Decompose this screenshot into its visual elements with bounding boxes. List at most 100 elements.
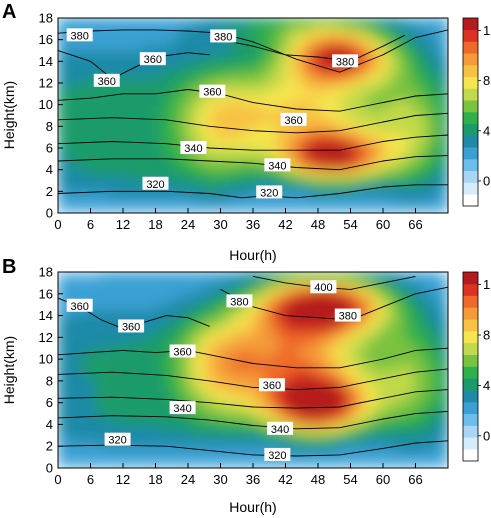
field-cell — [268, 402, 276, 409]
field-cell — [149, 201, 156, 209]
field-cell — [117, 120, 124, 127]
field-cell — [404, 98, 411, 106]
field-cell — [73, 315, 81, 322]
field-cell — [117, 456, 124, 464]
field-cell — [274, 39, 281, 46]
field-cell — [279, 331, 286, 338]
field-cell — [176, 98, 184, 106]
field-cell — [198, 423, 205, 431]
field-cell — [393, 298, 400, 306]
field-cell — [350, 50, 357, 57]
field-cell — [133, 33, 140, 41]
field-cell — [301, 131, 308, 138]
field-cell — [106, 174, 113, 181]
field-cell — [387, 358, 395, 366]
field-cell — [268, 120, 276, 127]
field-cell — [274, 320, 281, 327]
field-cell — [171, 374, 178, 382]
field-cell — [301, 22, 308, 30]
field-cell — [290, 402, 297, 409]
field-cell — [62, 87, 70, 95]
field-cell — [295, 462, 303, 468]
field-cell — [165, 120, 173, 127]
field-cell — [322, 50, 330, 57]
field-cell — [160, 440, 167, 447]
field-cell — [165, 380, 173, 387]
field-cell — [138, 44, 146, 51]
field-cell — [84, 451, 91, 458]
field-cell — [290, 445, 297, 453]
field-cell — [73, 18, 81, 24]
field-cell — [295, 369, 303, 376]
field-cell — [160, 142, 167, 149]
field-cell — [425, 158, 433, 165]
field-cell — [322, 298, 330, 306]
field-cell — [182, 55, 189, 62]
field-cell — [68, 385, 75, 393]
field-cell — [268, 66, 276, 73]
field-cell — [398, 39, 406, 46]
field-cell — [252, 315, 259, 322]
field-cell — [355, 142, 362, 149]
field-cell — [263, 325, 270, 333]
field-cell — [371, 109, 379, 116]
field-cell — [203, 50, 211, 57]
field-cell — [360, 169, 368, 176]
field-cell — [127, 18, 135, 24]
field-cell — [393, 304, 400, 311]
field-cell — [333, 402, 341, 409]
field-cell — [301, 196, 308, 203]
field-cell — [247, 190, 254, 198]
field-cell — [274, 462, 281, 468]
field-cell — [106, 201, 113, 209]
field-cell — [144, 298, 151, 306]
field-cell — [285, 347, 292, 355]
field-cell — [100, 109, 108, 116]
field-cell — [144, 120, 151, 127]
field-cell — [322, 180, 330, 187]
field-cell — [366, 28, 373, 35]
field-cell — [312, 423, 319, 431]
field-cell — [138, 82, 146, 89]
field-cell — [339, 50, 346, 57]
field-cell — [230, 391, 238, 398]
field-cell — [165, 369, 173, 376]
field-cell — [95, 131, 102, 138]
field-cell — [344, 282, 351, 289]
field-cell — [247, 125, 254, 133]
field-cell — [290, 407, 297, 415]
field-cell — [127, 201, 135, 209]
field-cell — [322, 364, 330, 371]
field-cell — [165, 28, 173, 35]
field-cell — [420, 98, 427, 106]
field-cell — [344, 136, 351, 144]
field-cell — [306, 418, 314, 425]
field-cell — [165, 125, 173, 133]
field-cell — [176, 320, 184, 327]
field-cell — [165, 293, 173, 300]
field-cell — [79, 44, 86, 51]
field-cell — [312, 358, 319, 366]
field-cell — [398, 196, 406, 203]
field-cell — [241, 309, 249, 317]
field-cell — [138, 423, 146, 431]
field-cell — [187, 451, 194, 458]
field-cell — [144, 71, 151, 79]
field-cell — [274, 325, 281, 333]
field-cell — [182, 440, 189, 447]
field-cell — [133, 374, 140, 382]
field-cell — [312, 272, 319, 278]
field-cell — [220, 391, 227, 398]
field-cell — [274, 33, 281, 41]
field-cell — [203, 325, 211, 333]
field-cell — [371, 190, 379, 198]
field-cell — [203, 282, 211, 289]
field-cell — [301, 358, 308, 366]
field-cell — [377, 131, 384, 138]
field-cell — [192, 44, 200, 51]
field-cell — [306, 434, 314, 442]
field-cell — [382, 391, 389, 398]
field-cell — [79, 396, 86, 404]
field-cell — [366, 115, 373, 122]
field-cell — [333, 136, 341, 144]
